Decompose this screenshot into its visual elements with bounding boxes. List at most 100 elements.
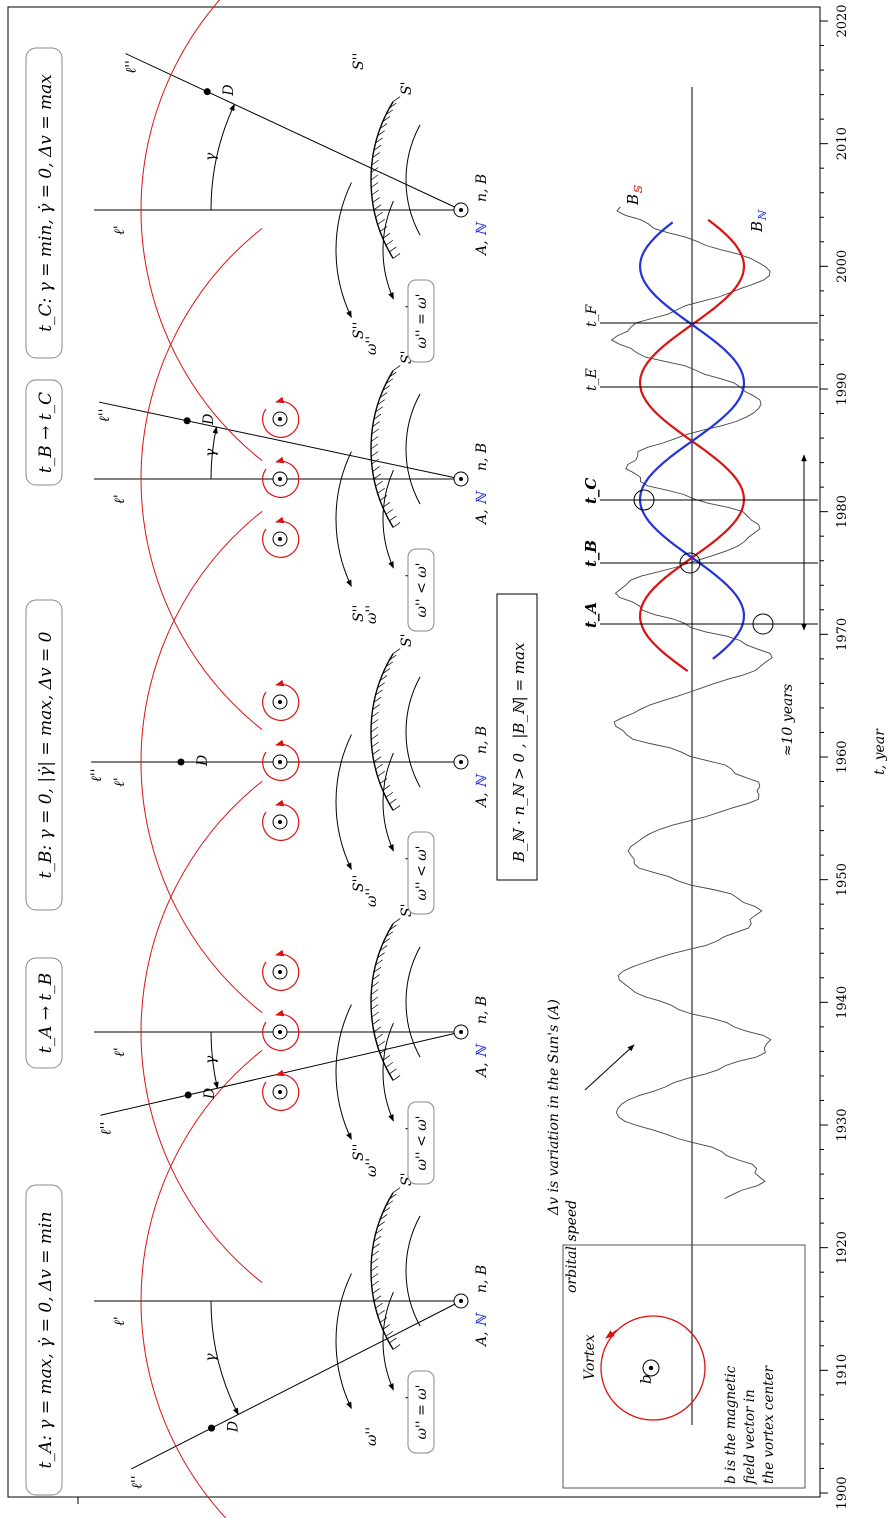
legend-line3: the vortex center	[761, 1364, 777, 1484]
panel-1: t_A: γ = max, γ̇ = 0, Δv = min DγS''S'ω''…	[25, 1049, 490, 1518]
label-s-prime: S'	[399, 634, 415, 647]
dv-note: Δv is variation in the Sun's (A) orbital…	[546, 995, 580, 1293]
label-omega-double-prime: ω''	[364, 1427, 380, 1446]
gamma-arc	[210, 1300, 239, 1416]
axis-tick-label: 2000	[835, 250, 850, 283]
label-l-double-prime: ℓ''	[129, 1475, 145, 1489]
panel-title: t_B: γ = 0, |γ̇| = max, Δv = 0	[36, 631, 56, 878]
arc-s-prime	[405, 676, 421, 788]
condition-box	[496, 593, 538, 881]
bn-curve	[638, 221, 746, 660]
axis-tick-label: 1950	[835, 863, 850, 896]
point-d	[208, 1424, 216, 1432]
label-omega-double-prime: ω''	[364, 336, 380, 355]
arc-s-double-prime	[370, 101, 394, 259]
label-tC: t_C	[582, 478, 600, 504]
orbit-arc	[140, 780, 263, 1284]
axis-tick-label: 1960	[835, 740, 850, 773]
vortex-symbol	[262, 949, 300, 991]
label-a: A, ℕ	[474, 1312, 490, 1348]
relation-text: ω'' < ω'	[414, 562, 430, 617]
panel-title: t_A → t_B	[36, 973, 56, 1053]
bs-curve	[638, 218, 746, 672]
label-d: D	[201, 414, 217, 426]
legend-box	[562, 1244, 806, 1489]
arc-s-double-prime	[370, 1192, 394, 1350]
label-omega-double-prime: ω''	[364, 888, 380, 907]
panel-title-box	[25, 379, 63, 486]
marker-circle-tA	[752, 613, 774, 635]
frame	[7, 6, 821, 1498]
arc-s-double-prime	[370, 653, 394, 811]
label-s-double-prime: S''	[351, 605, 367, 622]
relation-box	[407, 279, 435, 363]
label-l-prime: ℓ'	[112, 225, 128, 235]
label-tB: t_B	[582, 540, 600, 567]
arc-s-prime	[405, 393, 421, 505]
arc-omega-double-prime	[335, 1273, 352, 1410]
gamma-arc	[210, 426, 218, 480]
condition-text: B_ℕ · n_ℕ > 0 , |B_ℕ| = max	[510, 642, 528, 863]
label-n-b: n, B	[474, 1265, 490, 1293]
label-n-b: n, B	[474, 443, 490, 471]
relation-text: ω'' = ω'	[414, 1384, 430, 1439]
label-omega-double-prime: ω''	[364, 1158, 380, 1177]
label-gamma: γ	[203, 1055, 219, 1064]
line-l-double-prime	[125, 53, 462, 211]
label-l-double-prime: ℓ''	[97, 409, 113, 423]
panel-5: t_C: γ = min, γ̇ = 0, Δv = max Dγ S'' S' ω''…	[25, 0, 490, 462]
legend-symbol: b	[637, 1374, 655, 1384]
label-d: D	[226, 1421, 242, 1433]
label-l-prime: ℓ'	[112, 1316, 128, 1326]
dv-curve	[610, 206, 773, 1200]
arc-s-prime	[405, 946, 421, 1058]
panel-title: t_C: γ = min, γ̇ = 0, Δv = max	[36, 74, 56, 332]
arc-omega-double-prime	[335, 734, 352, 871]
panel-title: t_A: γ = max, γ̇ = 0, Δv = min	[36, 1212, 56, 1469]
oscillation-plot: t_A t_B t_C t_E t_F ≈10 years B𝕊 Bℕ Δv i…	[496, 87, 818, 1425]
arc-omega-double-prime	[335, 182, 352, 319]
panel-title-box	[25, 957, 63, 1069]
legend-dot-symbol	[642, 1359, 660, 1377]
label-l-double-prime: ℓ''	[89, 768, 105, 782]
panel-title-box	[25, 47, 63, 359]
label-a: A, ℕ	[474, 1043, 490, 1079]
gamma-arc	[210, 1031, 219, 1089]
legend-vortex-circle	[600, 1315, 706, 1421]
bn-label: Bℕ	[748, 209, 769, 233]
arc-omega-prime	[382, 200, 394, 300]
point-d	[177, 758, 185, 766]
panel-title-box	[25, 599, 63, 911]
period-label: ≈10 years	[780, 684, 796, 756]
label-a: A, ℕ	[474, 490, 490, 526]
axis-tick-label: 1900	[835, 1476, 850, 1509]
orbit-arc	[140, 0, 263, 462]
label-s-double-prime: S''	[351, 1144, 367, 1161]
label-a: A, ℕ	[474, 221, 490, 257]
year-axis-ticks: 1900 1910 1920 1930 1940 1950 1960 1970 1980 1990…	[820, 4, 850, 1510]
gamma-arc	[210, 103, 235, 211]
label-s-double-prime: S''	[351, 53, 367, 70]
label-tF: t_F	[584, 303, 600, 327]
panel-3: t_B: γ = 0, |γ̇| = max, Δv = 0 D S'' S' ω'' ω…	[25, 510, 490, 1014]
label-tA: t_A	[582, 602, 600, 628]
vortex-symbol	[262, 1009, 300, 1051]
legend-line1: b is the magnetic	[723, 1365, 739, 1484]
relation-text: ω'' = ω'	[414, 293, 430, 348]
label-s-double-prime: S''	[351, 875, 367, 892]
axis-tick-label: 1920	[835, 1231, 850, 1264]
label-l-prime: ℓ'	[112, 777, 128, 787]
arc-s-prime	[405, 1215, 421, 1327]
label-n-b: n, B	[474, 174, 490, 202]
orbit-arc	[140, 227, 263, 731]
axis-tick-label: 1980	[835, 495, 850, 528]
label-d: D	[195, 755, 211, 767]
arc-omega-prime	[382, 1291, 394, 1391]
legend-title: Vortex	[582, 1334, 598, 1380]
vortex-symbol	[262, 516, 300, 558]
label-l-prime: ℓ'	[112, 1047, 128, 1057]
label-d: D	[221, 84, 237, 96]
marker-circle-tC	[633, 489, 655, 511]
